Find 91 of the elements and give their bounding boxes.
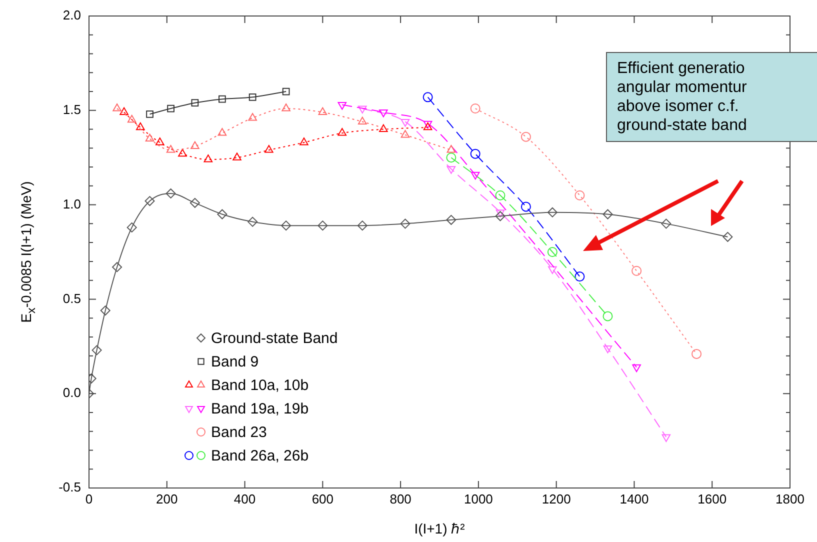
point bbox=[722, 232, 733, 242]
point bbox=[446, 166, 456, 174]
y-tick-label: 0.5 bbox=[62, 290, 81, 306]
x-tick-label: 200 bbox=[156, 491, 178, 506]
y-tick-label: 2.0 bbox=[62, 8, 81, 23]
legend-label: Band 10a, 10b bbox=[211, 377, 309, 394]
y-tick-label: 0.0 bbox=[62, 385, 81, 400]
point bbox=[692, 348, 702, 359]
point bbox=[400, 218, 410, 229]
point bbox=[167, 104, 174, 112]
point bbox=[520, 132, 531, 142]
legend-label: Ground-state Band bbox=[211, 330, 338, 348]
point bbox=[495, 211, 506, 222]
point bbox=[379, 124, 388, 132]
point bbox=[495, 190, 506, 200]
point bbox=[232, 152, 242, 160]
point bbox=[155, 137, 164, 146]
x-tick-label: 1400 bbox=[620, 491, 649, 506]
point bbox=[282, 88, 290, 96]
x-tick-label: 400 bbox=[234, 491, 256, 506]
legend-label: Band 9 bbox=[211, 354, 259, 371]
point bbox=[92, 345, 102, 356]
point bbox=[446, 152, 456, 163]
point bbox=[100, 306, 110, 316]
point bbox=[602, 209, 613, 220]
point bbox=[218, 95, 226, 103]
x-tick-label: 1200 bbox=[542, 491, 571, 506]
point bbox=[661, 218, 672, 229]
point bbox=[126, 222, 137, 232]
point bbox=[574, 190, 585, 200]
point bbox=[520, 202, 531, 212]
point bbox=[112, 104, 122, 112]
x-tick-label: 800 bbox=[390, 491, 412, 506]
legend-label: Band 23 bbox=[211, 424, 267, 442]
x-tick-label: 600 bbox=[312, 491, 334, 506]
point bbox=[574, 272, 585, 282]
point bbox=[632, 266, 642, 276]
point bbox=[120, 107, 128, 116]
x-tick-label: 1600 bbox=[698, 491, 727, 506]
point bbox=[338, 128, 347, 136]
point bbox=[446, 145, 456, 153]
point bbox=[248, 94, 256, 101]
point bbox=[204, 154, 213, 162]
point bbox=[166, 188, 176, 198]
point bbox=[300, 137, 308, 146]
point bbox=[136, 122, 145, 130]
point bbox=[281, 220, 292, 231]
point bbox=[547, 207, 558, 218]
point bbox=[358, 116, 367, 124]
point bbox=[282, 104, 290, 112]
point bbox=[248, 112, 257, 121]
point bbox=[400, 130, 410, 138]
point bbox=[662, 434, 671, 442]
point bbox=[470, 148, 480, 159]
point bbox=[218, 128, 227, 136]
x-tick-label: 1000 bbox=[464, 491, 493, 506]
point bbox=[217, 209, 228, 220]
point bbox=[470, 104, 480, 114]
point bbox=[146, 110, 154, 118]
point bbox=[422, 92, 433, 102]
point bbox=[144, 196, 155, 206]
legend-label: Band 26a, 26b bbox=[211, 448, 309, 465]
point bbox=[318, 220, 328, 231]
point bbox=[632, 364, 641, 372]
callout-box: Efficient generatio angular momentur above isomer c.f. ground-state band bbox=[606, 52, 817, 142]
point bbox=[318, 107, 328, 116]
x-tick-label: 1800 bbox=[776, 491, 804, 506]
point bbox=[248, 216, 258, 227]
point bbox=[264, 145, 274, 153]
point bbox=[166, 145, 176, 153]
point bbox=[548, 266, 557, 274]
y-tick-label: 1.0 bbox=[62, 196, 81, 212]
x-axis-title: I(I+1) ℏ² bbox=[414, 520, 466, 536]
point bbox=[127, 114, 136, 123]
point bbox=[190, 141, 200, 150]
point bbox=[446, 214, 456, 225]
legend-label: Band 19a, 19b bbox=[211, 400, 309, 418]
y-tick-label: 1.5 bbox=[62, 102, 81, 117]
point bbox=[547, 247, 558, 257]
point bbox=[190, 198, 200, 208]
point bbox=[145, 134, 154, 142]
point bbox=[178, 148, 187, 157]
point bbox=[357, 220, 368, 231]
point bbox=[602, 311, 613, 322]
point bbox=[603, 346, 612, 354]
x-tick-label: 0 bbox=[85, 491, 93, 506]
point bbox=[112, 262, 122, 272]
text: -0.5 bbox=[58, 480, 81, 495]
point bbox=[470, 172, 480, 180]
point bbox=[191, 99, 199, 107]
point bbox=[496, 210, 505, 218]
